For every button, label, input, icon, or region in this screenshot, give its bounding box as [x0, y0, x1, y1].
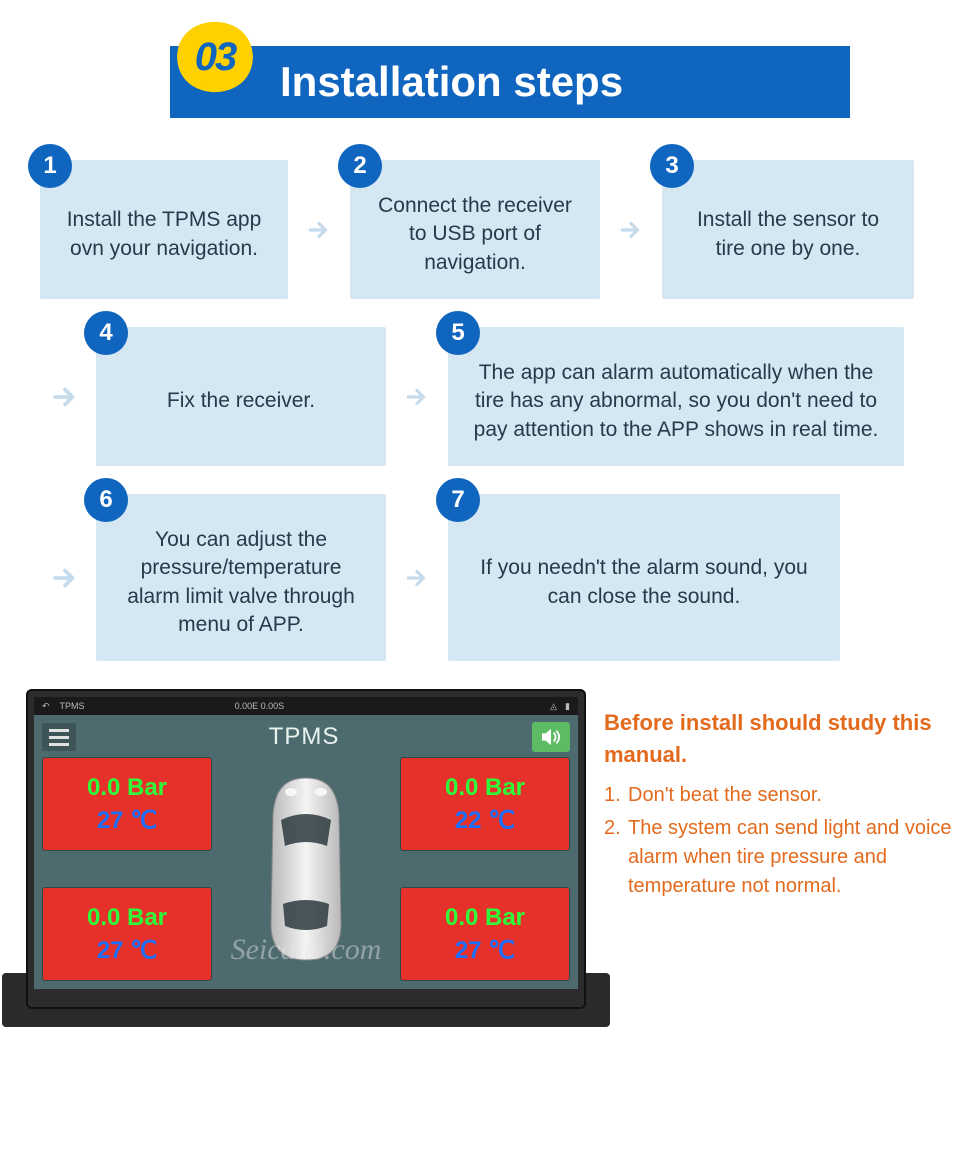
title-bar: Installation steps	[170, 46, 850, 118]
step-card-3: 3 Install the sensor to tire one by one.	[662, 160, 914, 299]
note-item: 2. The system can send light and voice a…	[604, 814, 954, 901]
car-icon	[263, 774, 349, 964]
step-card-7: 7 If you needn't the alarm sound, you ca…	[448, 494, 840, 661]
steps-container: 1 Install the TPMS app ovn your navigati…	[40, 160, 940, 661]
step-text: Connect the receiver to USB port of navi…	[368, 192, 582, 277]
arrow-icon	[50, 494, 80, 661]
step-text: Fix the receiver.	[167, 387, 315, 415]
step-number: 5	[436, 311, 480, 355]
header: 03 Installation steps	[0, 0, 980, 130]
android-statusbar: ↶ TPMS 0.00E 0.00S ◬ ▮	[34, 697, 578, 715]
arrow-icon	[50, 327, 80, 466]
arrow-icon	[402, 327, 432, 466]
note-text: Don't beat the sensor.	[628, 784, 822, 806]
steps-row-1: 1 Install the TPMS app ovn your navigati…	[40, 160, 940, 299]
statusbar-app-label: TPMS	[60, 701, 85, 711]
step-number: 1	[28, 144, 72, 188]
tire-rear-right[interactable]: 0.0 Bar 27 ℃	[400, 887, 570, 981]
steps-row-3: 6 You can adjust the pressure/temperatur…	[50, 494, 940, 661]
wifi-icon: ◬	[550, 701, 557, 712]
notes-headline: Before install should study this manual.	[604, 707, 954, 771]
tire-temperature: 27 ℃	[97, 806, 157, 835]
step-text: Install the sensor to tire one by one.	[680, 206, 896, 263]
tire-pressure: 0.0 Bar	[445, 904, 525, 932]
note-text: The system can send light and voice alar…	[628, 817, 952, 897]
steps-row-2: 4 Fix the receiver. 5 The app can alarm …	[50, 327, 940, 466]
note-item: 1. Don't beat the sensor.	[604, 781, 954, 810]
statusbar-back-icon: ↶	[42, 701, 50, 712]
step-number: 2	[338, 144, 382, 188]
warning-notes: Before install should study this manual.…	[604, 689, 954, 905]
tire-temperature: 22 ℃	[455, 806, 515, 835]
step-number: 6	[84, 478, 128, 522]
step-text: The app can alarm automatically when the…	[466, 359, 886, 444]
tire-pressure: 0.0 Bar	[87, 774, 167, 802]
step-number: 4	[84, 311, 128, 355]
step-card-2: 2 Connect the receiver to USB port of na…	[350, 160, 600, 299]
statusbar-gps: 0.00E 0.00S	[235, 701, 285, 711]
arrow-icon	[304, 160, 334, 299]
section-number-badge: 03	[170, 18, 260, 96]
page-title: Installation steps	[280, 58, 623, 106]
tire-temperature: 27 ℃	[97, 936, 157, 965]
step-card-6: 6 You can adjust the pressure/temperatur…	[96, 494, 386, 661]
device-mockup: ↶ TPMS 0.00E 0.00S ◬ ▮ TPMS	[26, 689, 586, 1009]
tire-pressure: 0.0 Bar	[445, 774, 525, 802]
tire-front-right[interactable]: 0.0 Bar 22 ℃	[400, 757, 570, 851]
step-text: You can adjust the pressure/temperature …	[114, 526, 368, 639]
tire-grid: 0.0 Bar 27 ℃ 0.0 Bar 22 ℃ 0.0 Bar 27 ℃ 0…	[42, 757, 570, 981]
speaker-icon	[540, 728, 562, 746]
step-card-4: 4 Fix the receiver.	[96, 327, 386, 466]
step-card-5: 5 The app can alarm automatically when t…	[448, 327, 904, 466]
section-number: 03	[170, 18, 260, 96]
tire-front-left[interactable]: 0.0 Bar 27 ℃	[42, 757, 212, 851]
tire-temperature: 27 ℃	[455, 936, 515, 965]
arrow-icon	[402, 494, 432, 661]
arrow-icon	[616, 160, 646, 299]
note-number: 1.	[604, 781, 621, 810]
screen-title: TPMS	[269, 723, 340, 751]
step-card-1: 1 Install the TPMS app ovn your navigati…	[40, 160, 288, 299]
step-number: 3	[650, 144, 694, 188]
signal-icon: ▮	[565, 701, 570, 712]
tire-rear-left[interactable]: 0.0 Bar 27 ℃	[42, 887, 212, 981]
tire-pressure: 0.0 Bar	[87, 904, 167, 932]
tpms-screen: TPMS 0.0 Bar 27 ℃ 0.0 Bar 22 ℃	[34, 715, 578, 989]
sound-button[interactable]	[532, 722, 570, 752]
bottom-section: ↶ TPMS 0.00E 0.00S ◬ ▮ TPMS	[26, 689, 954, 1009]
step-number: 7	[436, 478, 480, 522]
step-text: Install the TPMS app ovn your navigation…	[58, 206, 270, 263]
menu-button[interactable]	[42, 723, 76, 751]
step-text: If you needn't the alarm sound, you can …	[466, 554, 822, 611]
note-number: 2.	[604, 814, 621, 843]
